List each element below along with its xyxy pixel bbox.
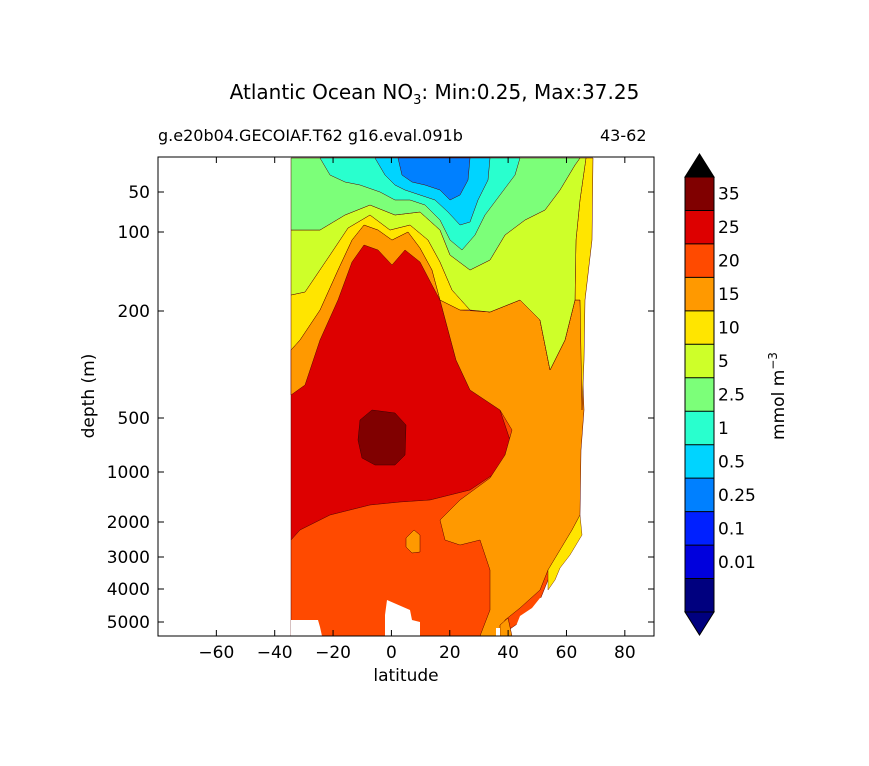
- colorbar-tick-label: 10: [718, 319, 740, 339]
- y-tick-label: 5000: [107, 613, 150, 633]
- colorbar-tick-label: 2.5: [718, 386, 745, 406]
- y-tick-label: 100: [118, 223, 150, 243]
- colorbar-extend-min: [684, 611, 715, 636]
- colorbar-tick-label: 25: [718, 218, 740, 238]
- band-coast-yellow: [547, 514, 583, 591]
- colorbar-tick-label: 35: [718, 185, 740, 205]
- colorbar-tick-label: 0.5: [718, 452, 745, 472]
- colorbar-swatch: [685, 511, 714, 546]
- y-tick-label: 500: [118, 409, 150, 429]
- colorbar: 0.01 0.1 0.25 0.5 1 2.5 5 10 15 20 25 35: [684, 153, 756, 636]
- colorbar-tick-label: 0.1: [718, 519, 745, 539]
- plot-frame: [157, 156, 655, 637]
- y-tick-label: 1000: [107, 463, 150, 483]
- colorbar-swatch: [685, 478, 714, 512]
- colorbar-tick-label: 20: [718, 252, 740, 272]
- colorbar-tick-label: 0.25: [718, 486, 756, 506]
- colorbar-tick-label: 5: [718, 352, 729, 372]
- colorbar-swatch: [685, 210, 714, 244]
- colorbar-swatch: [685, 411, 714, 445]
- x-tick-label: −20: [315, 643, 351, 663]
- x-tick-label: 20: [439, 643, 461, 663]
- colorbar-swatch: [685, 310, 714, 345]
- colorbar-swatch: [685, 578, 714, 612]
- x-axis: −60 −40 −20 0 20 40 60 80: [198, 157, 636, 663]
- band-0.25-0.5: [397, 157, 471, 201]
- colorbar-swatch: [685, 344, 714, 378]
- colorbar-extend-max: [684, 153, 715, 178]
- y-tick-label: 2000: [107, 513, 150, 533]
- y-tick-label: 50: [128, 183, 150, 203]
- y-tick-label: 3000: [107, 548, 150, 568]
- colorbar-swatch: [685, 545, 714, 579]
- band-gt-35: [357, 409, 407, 466]
- y-axis-label: depth (m): [79, 354, 99, 439]
- colorbar-label: mmol m−3: [766, 352, 789, 440]
- chart-subtitle-years: 43-62: [600, 126, 647, 145]
- chart-title: Atlantic Ocean NO3: Min:0.25, Max:37.25: [229, 80, 640, 108]
- colorbar-swatch: [685, 243, 714, 278]
- y-tick-label: 200: [118, 302, 150, 322]
- chart-subtitle-case: g.e20b04.GECOIAF.T62 g16.eval.091b: [158, 126, 463, 145]
- colorbar-tick-label: 1: [718, 419, 729, 439]
- colorbar-frame: [684, 176, 715, 613]
- colorbar-tick-label: 0.01: [718, 553, 756, 573]
- y-axis: 50 100 200 500 1000 2000 3000 4000 5000: [107, 183, 654, 633]
- colorbar-swatch: [685, 177, 714, 211]
- contour-field: [290, 157, 654, 636]
- colorbar-tick-label: 15: [718, 285, 740, 305]
- colorbar-swatch: [685, 444, 714, 479]
- x-axis-label: latitude: [373, 666, 438, 686]
- band-patch-1: [405, 529, 421, 554]
- x-tick-label: 0: [386, 643, 397, 663]
- colorbar-swatch: [685, 377, 714, 412]
- y-tick-label: 4000: [107, 580, 150, 600]
- x-tick-label: −60: [198, 643, 234, 663]
- x-tick-label: 40: [497, 643, 519, 663]
- x-tick-label: 60: [556, 643, 578, 663]
- colorbar-swatch: [685, 277, 714, 311]
- x-tick-label: −40: [257, 643, 293, 663]
- x-tick-label: 80: [614, 643, 636, 663]
